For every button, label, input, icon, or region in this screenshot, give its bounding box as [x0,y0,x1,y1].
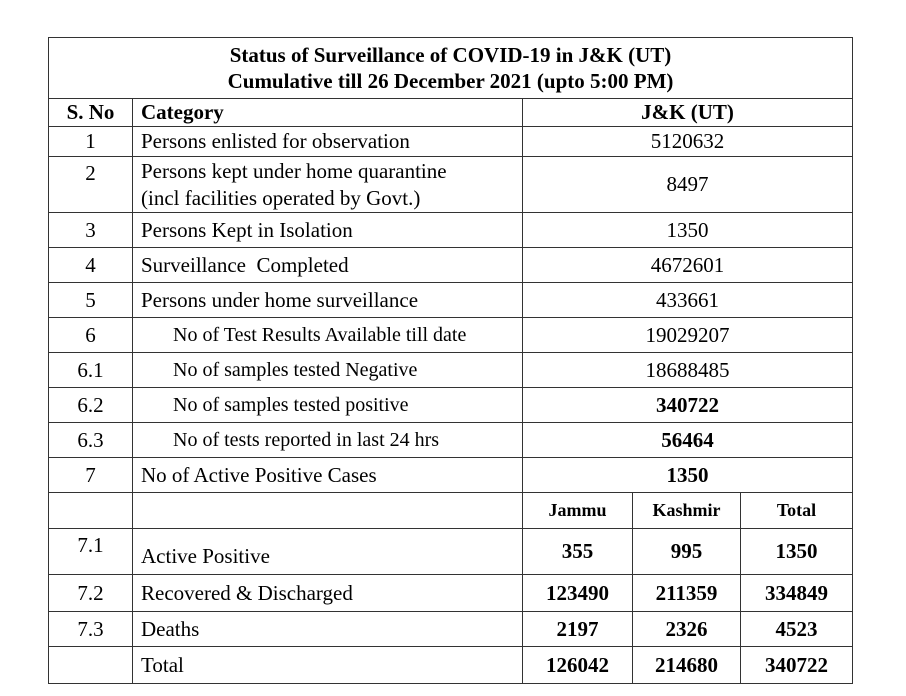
table-row: 3 Persons Kept in Isolation 1350 [49,213,853,248]
report-title: Status of Surveillance of COVID-19 in J&… [49,42,852,68]
row-sno: 6.2 [49,388,133,423]
row-sno: 3 [49,213,133,248]
kashmir-header: Kashmir [633,493,741,529]
table-row: 1 Persons enlisted for observation 51206… [49,127,853,157]
table-row: 6.2 No of samples tested positive 340722 [49,388,853,423]
row-sno: 2 [49,157,133,213]
split-total: 340722 [741,647,853,684]
split-total: 334849 [741,575,853,612]
row-sno: 4 [49,248,133,283]
split-row: Total 126042 214680 340722 [49,647,853,684]
row-value: 340722 [523,388,853,423]
surveillance-table: Status of Surveillance of COVID-19 in J&… [48,37,853,684]
split-jammu: 2197 [523,612,633,647]
row-category: No of samples tested positive [133,388,523,423]
row-category: Persons under home surveillance [133,283,523,318]
split-row: 7.1 Active Positive 355 995 1350 [49,529,853,575]
row-category: Persons Kept in Isolation [133,213,523,248]
table-row: 6 No of Test Results Available till date… [49,318,853,353]
row-value: 8497 [523,157,853,213]
row-category: Persons enlisted for observation [133,127,523,157]
total-header: Total [741,493,853,529]
split-kashmir: 214680 [633,647,741,684]
split-kashmir: 2326 [633,612,741,647]
split-total: 4523 [741,612,853,647]
report-subtitle: Cumulative till 26 December 2021 (upto 5… [49,68,852,94]
split-kashmir: 211359 [633,575,741,612]
split-category: Active Positive [133,529,523,575]
split-category: Deaths [133,612,523,647]
header-row: S. No Category J&K (UT) [49,99,853,127]
row-sno: 7 [49,458,133,493]
split-jammu: 355 [523,529,633,575]
split-header-row: Jammu Kashmir Total [49,493,853,529]
split-row: 7.3 Deaths 2197 2326 4523 [49,612,853,647]
table-row: 5 Persons under home surveillance 433661 [49,283,853,318]
split-kashmir: 995 [633,529,741,575]
split-row: 7.2 Recovered & Discharged 123490 211359… [49,575,853,612]
row-category-line2: (incl facilities operated by Govt.) [141,185,522,212]
table-row: 2 Persons kept under home quarantine (in… [49,157,853,213]
value-header: J&K (UT) [523,99,853,127]
table-title: Status of Surveillance of COVID-19 in J&… [49,38,853,99]
row-value: 4672601 [523,248,853,283]
table-row: 7 No of Active Positive Cases 1350 [49,458,853,493]
split-sno: 7.1 [49,529,133,575]
split-jammu: 123490 [523,575,633,612]
split-header-sno [49,493,133,529]
table-row: 6.1 No of samples tested Negative 186884… [49,353,853,388]
row-value: 19029207 [523,318,853,353]
row-sno: 5 [49,283,133,318]
row-value: 1350 [523,213,853,248]
row-category: Surveillance Completed [133,248,523,283]
split-sno: 7.3 [49,612,133,647]
row-sno: 6.1 [49,353,133,388]
row-category: Persons kept under home quarantine (incl… [133,157,523,213]
split-header-category [133,493,523,529]
split-sno [49,647,133,684]
split-total: 1350 [741,529,853,575]
row-sno: 6 [49,318,133,353]
row-sno: 1 [49,127,133,157]
row-value: 5120632 [523,127,853,157]
table-row: 4 Surveillance Completed 4672601 [49,248,853,283]
row-category: No of Active Positive Cases [133,458,523,493]
row-value: 18688485 [523,353,853,388]
row-category: No of samples tested Negative [133,353,523,388]
row-value: 433661 [523,283,853,318]
row-value: 56464 [523,423,853,458]
category-header: Category [133,99,523,127]
split-category: Total [133,647,523,684]
split-jammu: 126042 [523,647,633,684]
table-row: 6.3 No of tests reported in last 24 hrs … [49,423,853,458]
row-category: No of tests reported in last 24 hrs [133,423,523,458]
sno-header: S. No [49,99,133,127]
row-category-line1: Persons kept under home quarantine [141,158,522,185]
split-category: Recovered & Discharged [133,575,523,612]
row-category: No of Test Results Available till date [133,318,523,353]
row-value: 1350 [523,458,853,493]
row-sno: 6.3 [49,423,133,458]
split-sno: 7.2 [49,575,133,612]
jammu-header: Jammu [523,493,633,529]
